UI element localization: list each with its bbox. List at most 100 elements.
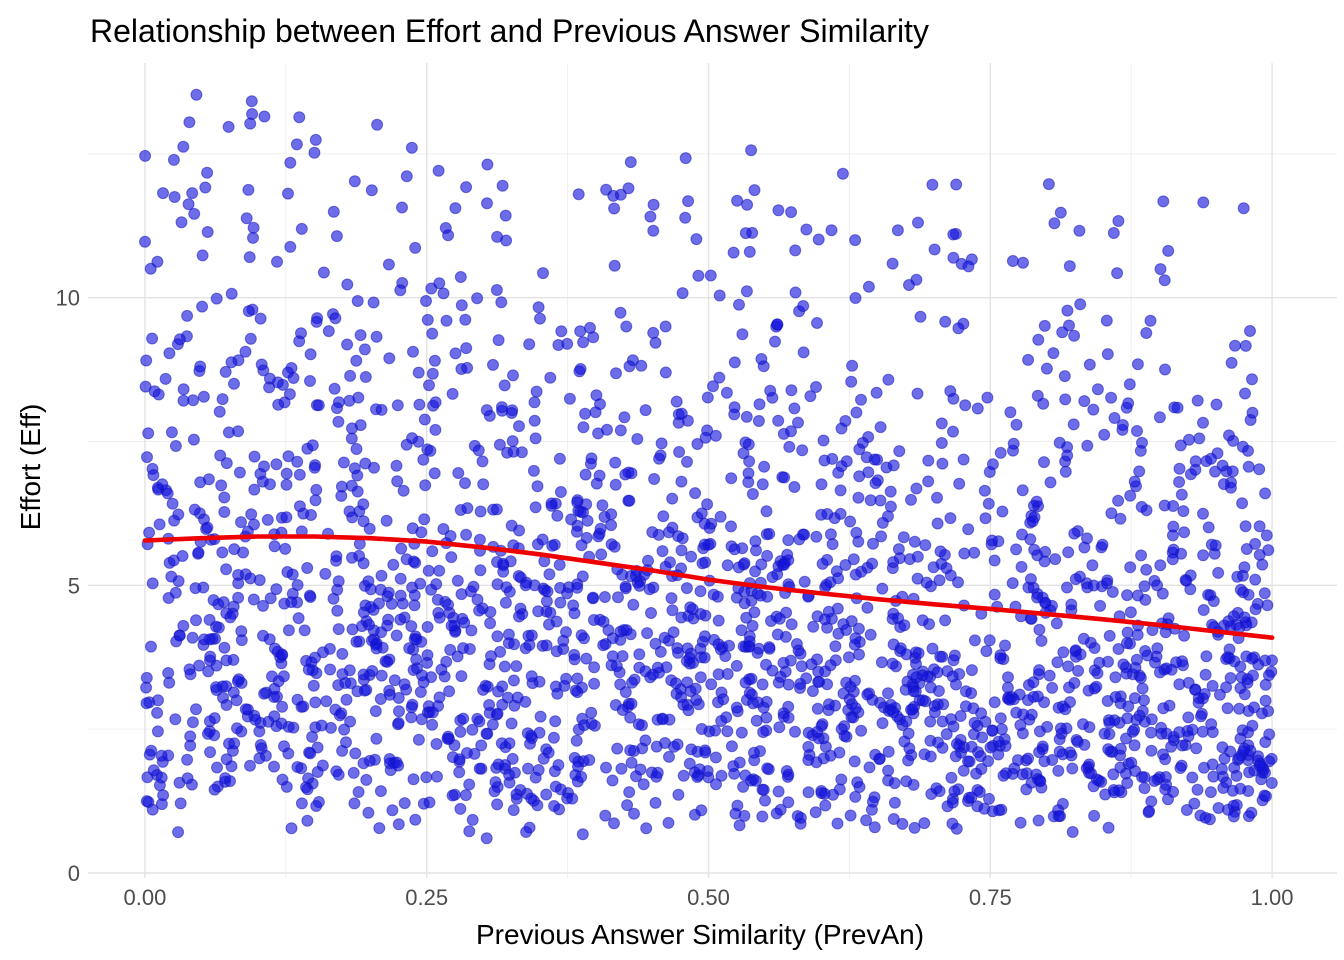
data-point [749,535,762,548]
data-point [341,338,354,351]
data-point [1016,484,1029,497]
data-point [495,296,508,309]
data-point [710,778,722,791]
data-point [1202,521,1215,534]
data-point [1002,691,1015,704]
data-point [616,704,629,716]
data-point [390,459,403,472]
data-point [1247,669,1259,682]
data-point [983,634,996,647]
data-point [295,327,307,340]
data-point [599,809,612,822]
data-point [407,345,419,358]
data-point [597,639,610,652]
data-point [733,819,746,832]
data-point [403,642,416,655]
data-point [451,574,464,587]
data-point [253,725,266,738]
data-point [1108,412,1121,424]
y-axis-title: Effort (Eff) [15,403,46,531]
data-point [496,680,509,693]
data-point [1129,765,1142,777]
data-point [152,694,164,707]
data-point [572,188,585,201]
data-point [374,693,387,705]
data-point [1033,664,1046,677]
data-point [147,764,160,777]
data-point [795,660,808,673]
data-point [971,402,984,415]
data-point [259,749,272,762]
data-point [666,492,679,505]
data-point [1062,546,1075,559]
data-point [357,557,370,570]
data-point [1052,701,1065,714]
data-point [341,278,354,291]
data-point [720,386,733,399]
data-point [947,228,960,241]
data-point [672,530,685,543]
data-point [1153,411,1166,424]
data-point [270,458,283,471]
data-point [1101,348,1114,361]
data-point [1098,727,1111,740]
data-point [140,354,153,367]
data-point [301,814,314,827]
data-point [1178,526,1191,539]
data-point [711,590,724,603]
data-point [815,478,828,491]
data-point [169,440,182,452]
data-point [423,379,435,392]
data-point [751,587,764,600]
data-point [1173,726,1186,739]
data-point [218,491,231,504]
data-point [1262,705,1275,718]
data-point [346,551,358,564]
data-point [590,389,603,402]
data-point [553,452,566,465]
data-point [1027,676,1040,689]
data-point [1038,555,1051,568]
data-point [263,633,276,646]
data-point [936,650,949,663]
data-point [549,780,562,793]
data-point [939,315,952,328]
data-point [350,443,363,455]
data-point [541,585,554,598]
data-point [455,588,468,601]
data-point [900,715,913,728]
data-point [512,570,525,582]
data-point [215,479,228,492]
data-point [270,583,283,596]
data-point [1143,805,1156,818]
data-point [549,715,562,728]
data-point [639,734,652,747]
data-point [624,744,637,757]
data-point [555,325,568,338]
data-point [190,703,202,716]
data-point [1179,574,1192,586]
data-point [860,451,873,464]
data-point [1059,465,1072,478]
data-point [887,459,900,472]
data-point [1220,776,1233,789]
data-point [480,404,493,417]
data-point [472,444,485,457]
data-point [651,661,664,674]
data-point [876,717,889,730]
data-point [348,462,361,475]
data-point [1193,432,1206,445]
data-point [498,379,511,392]
data-point [231,722,243,735]
data-point [774,670,787,683]
data-point [694,642,707,655]
data-point [354,419,367,432]
data-point [1227,810,1240,823]
data-point [928,243,941,256]
data-point [480,727,493,740]
data-point [532,301,545,314]
data-point [691,771,704,783]
data-point [476,455,489,468]
data-point [848,755,861,768]
data-point [876,582,889,595]
